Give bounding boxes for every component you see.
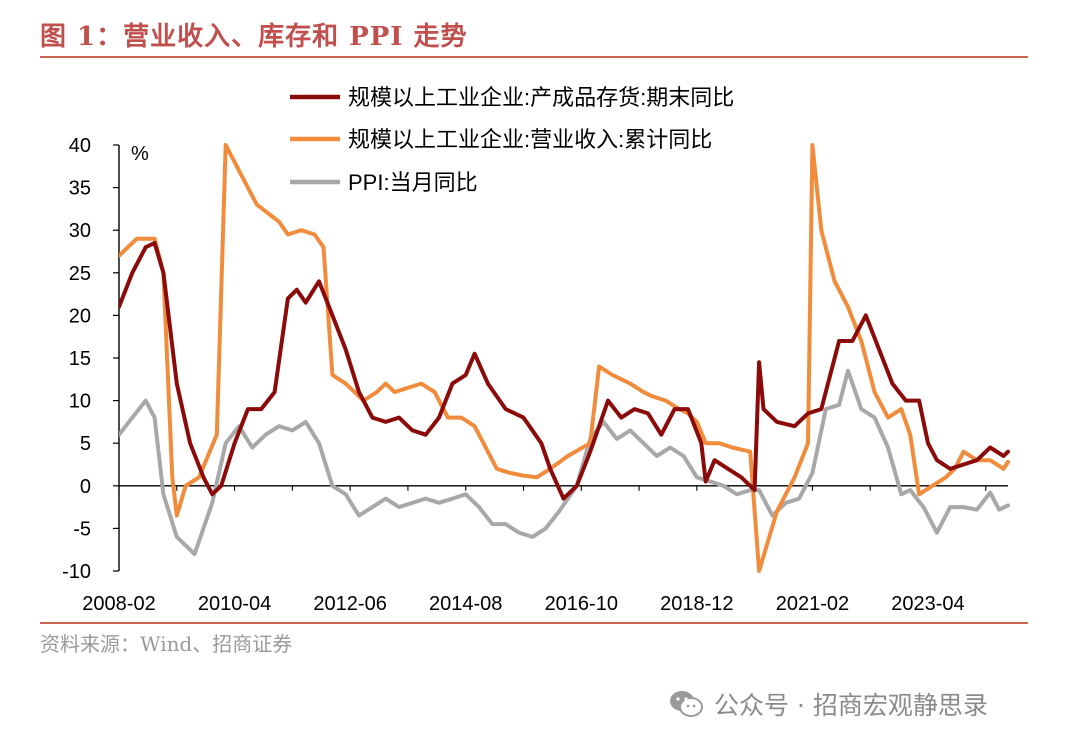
x-tick-label: 2021-02 xyxy=(776,593,849,615)
y-tick-label: 35 xyxy=(69,178,91,200)
y-tick-label: 15 xyxy=(69,348,91,370)
legend-label-inventory: 规模以上工业企业:产成品存货:期末同比 xyxy=(348,85,734,110)
series-line-ppi xyxy=(119,368,1010,556)
y-tick-label: 25 xyxy=(69,263,91,285)
y-tick-label: -5 xyxy=(73,518,91,540)
y-tick-label: 40 xyxy=(69,135,91,157)
line-chart: -10 -5 0 5 10 15 20 25 30 35 40 % 2008-02 2010-04 2012… xyxy=(62,85,1010,615)
axes: -10 -5 0 5 10 15 20 25 30 35 40 % 2008-02 2010-04 2012… xyxy=(62,135,1008,615)
x-tick-label: 2010-04 xyxy=(198,593,271,615)
y-tick-label: 10 xyxy=(69,391,91,413)
y-axis-unit-label: % xyxy=(131,143,149,165)
y-tick-label: 30 xyxy=(69,220,91,242)
y-tick-label: 5 xyxy=(80,433,91,455)
y-tick-label: 20 xyxy=(69,305,91,327)
series-line-revenue xyxy=(119,143,1010,573)
y-tick-label: -10 xyxy=(62,561,91,583)
y-tick-label: 0 xyxy=(80,476,91,498)
series-layer xyxy=(119,143,1010,573)
x-tick-label: 2008-02 xyxy=(82,593,155,615)
wechat-icon xyxy=(670,691,703,717)
x-tick-label: 2018-12 xyxy=(660,593,733,615)
x-tick-label: 2023-04 xyxy=(891,593,964,615)
legend-label-ppi: PPI:当月同比 xyxy=(348,170,478,195)
series-line-inventory xyxy=(119,241,1010,501)
x-tick-label: 2016-10 xyxy=(545,593,618,615)
figure-title: 图 1：营业收入、库存和 PPI 走势 xyxy=(40,22,468,52)
watermark: 公众号 · 招商宏观静思录 xyxy=(668,684,988,724)
title-underline xyxy=(40,56,1028,58)
x-tick-label: 2012-06 xyxy=(313,593,386,615)
watermark-text: 公众号 · 招商宏观静思录 xyxy=(714,691,988,720)
source-note: 资料来源：Wind、招商证券 xyxy=(40,632,293,656)
legend-label-revenue: 规模以上工业企业:营业收入:累计同比 xyxy=(348,127,712,152)
x-tick-label: 2014-08 xyxy=(429,593,502,615)
source-rule xyxy=(40,622,1028,624)
